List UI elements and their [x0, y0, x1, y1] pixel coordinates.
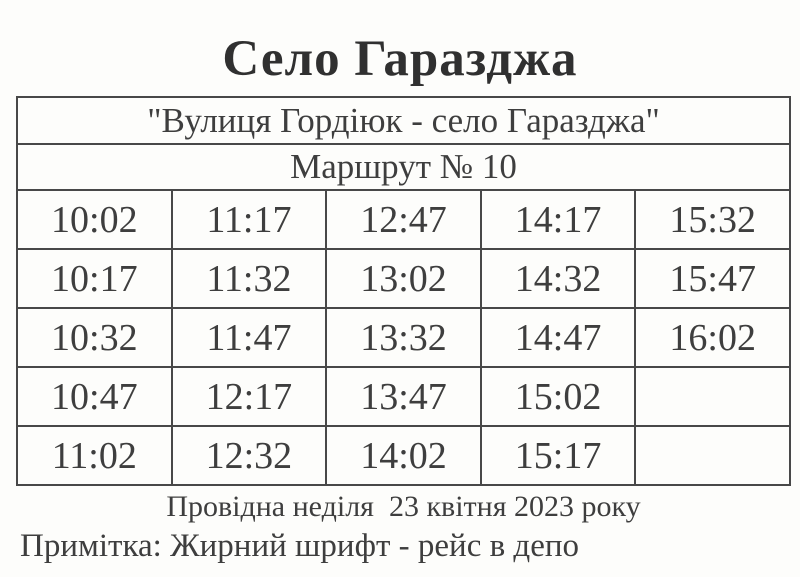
empty-cell [634, 366, 791, 427]
time-cell: 10:17 [16, 248, 173, 309]
time-cell: 13:02 [325, 248, 482, 309]
time-cell: 11:17 [170, 189, 328, 250]
table-row: 10:47 12:17 13:47 15:02 [16, 366, 791, 427]
route-name-header: "Вулиця Гордіюк - село Гаразджа" [16, 96, 791, 145]
time-cell: 12:17 [170, 366, 328, 427]
route-number-row: Маршрут № 10 [16, 143, 791, 191]
time-cell: 11:47 [170, 307, 328, 368]
table-row: 10:02 11:17 12:47 14:17 15:32 [16, 189, 791, 250]
time-cell: 15:17 [479, 425, 637, 486]
time-cell: 15:32 [634, 189, 791, 250]
time-cell: 10:02 [16, 189, 173, 250]
note-line: Примітка: Жирний шрифт - рейс в депо [20, 528, 580, 564]
time-cell: 11:32 [170, 248, 328, 309]
time-cell: 13:32 [325, 307, 482, 368]
time-cell: 15:02 [479, 366, 637, 427]
time-cell: 16:02 [634, 307, 791, 368]
table-row: 10:32 11:47 13:32 14:47 16:02 [16, 307, 791, 368]
time-cell: 14:02 [325, 425, 482, 486]
time-cell: 13:47 [325, 366, 482, 427]
route-number-header: Маршрут № 10 [16, 143, 791, 191]
time-cell: 14:47 [479, 307, 637, 368]
time-cell: 12:32 [170, 425, 328, 486]
times-body: 10:02 11:17 12:47 14:17 15:32 10:17 11:32 13:02… [16, 189, 791, 486]
route-name-row: "Вулиця Гордіюк - село Гаразджа" [16, 96, 791, 145]
time-cell: 12:47 [325, 189, 482, 250]
table-row: 11:02 12:32 14:02 15:17 [16, 425, 791, 486]
time-cell: 14:32 [479, 248, 637, 309]
time-cell: 11:02 [16, 425, 173, 486]
time-cell: 14:17 [479, 189, 637, 250]
page-title: Село Гаразджа [222, 31, 578, 87]
time-cell: 15:47 [634, 248, 791, 309]
time-cell: 10:32 [16, 307, 173, 368]
date-line: Провідна неділя 23 квітня 2023 року [166, 490, 641, 523]
bus-schedule-table: "Вулиця Гордіюк - село Гаразджа" Маршрут… [16, 96, 791, 486]
table-row: 10:17 11:32 13:02 14:32 15:47 [16, 248, 791, 309]
time-cell: 10:47 [16, 366, 173, 427]
empty-cell [634, 425, 791, 486]
